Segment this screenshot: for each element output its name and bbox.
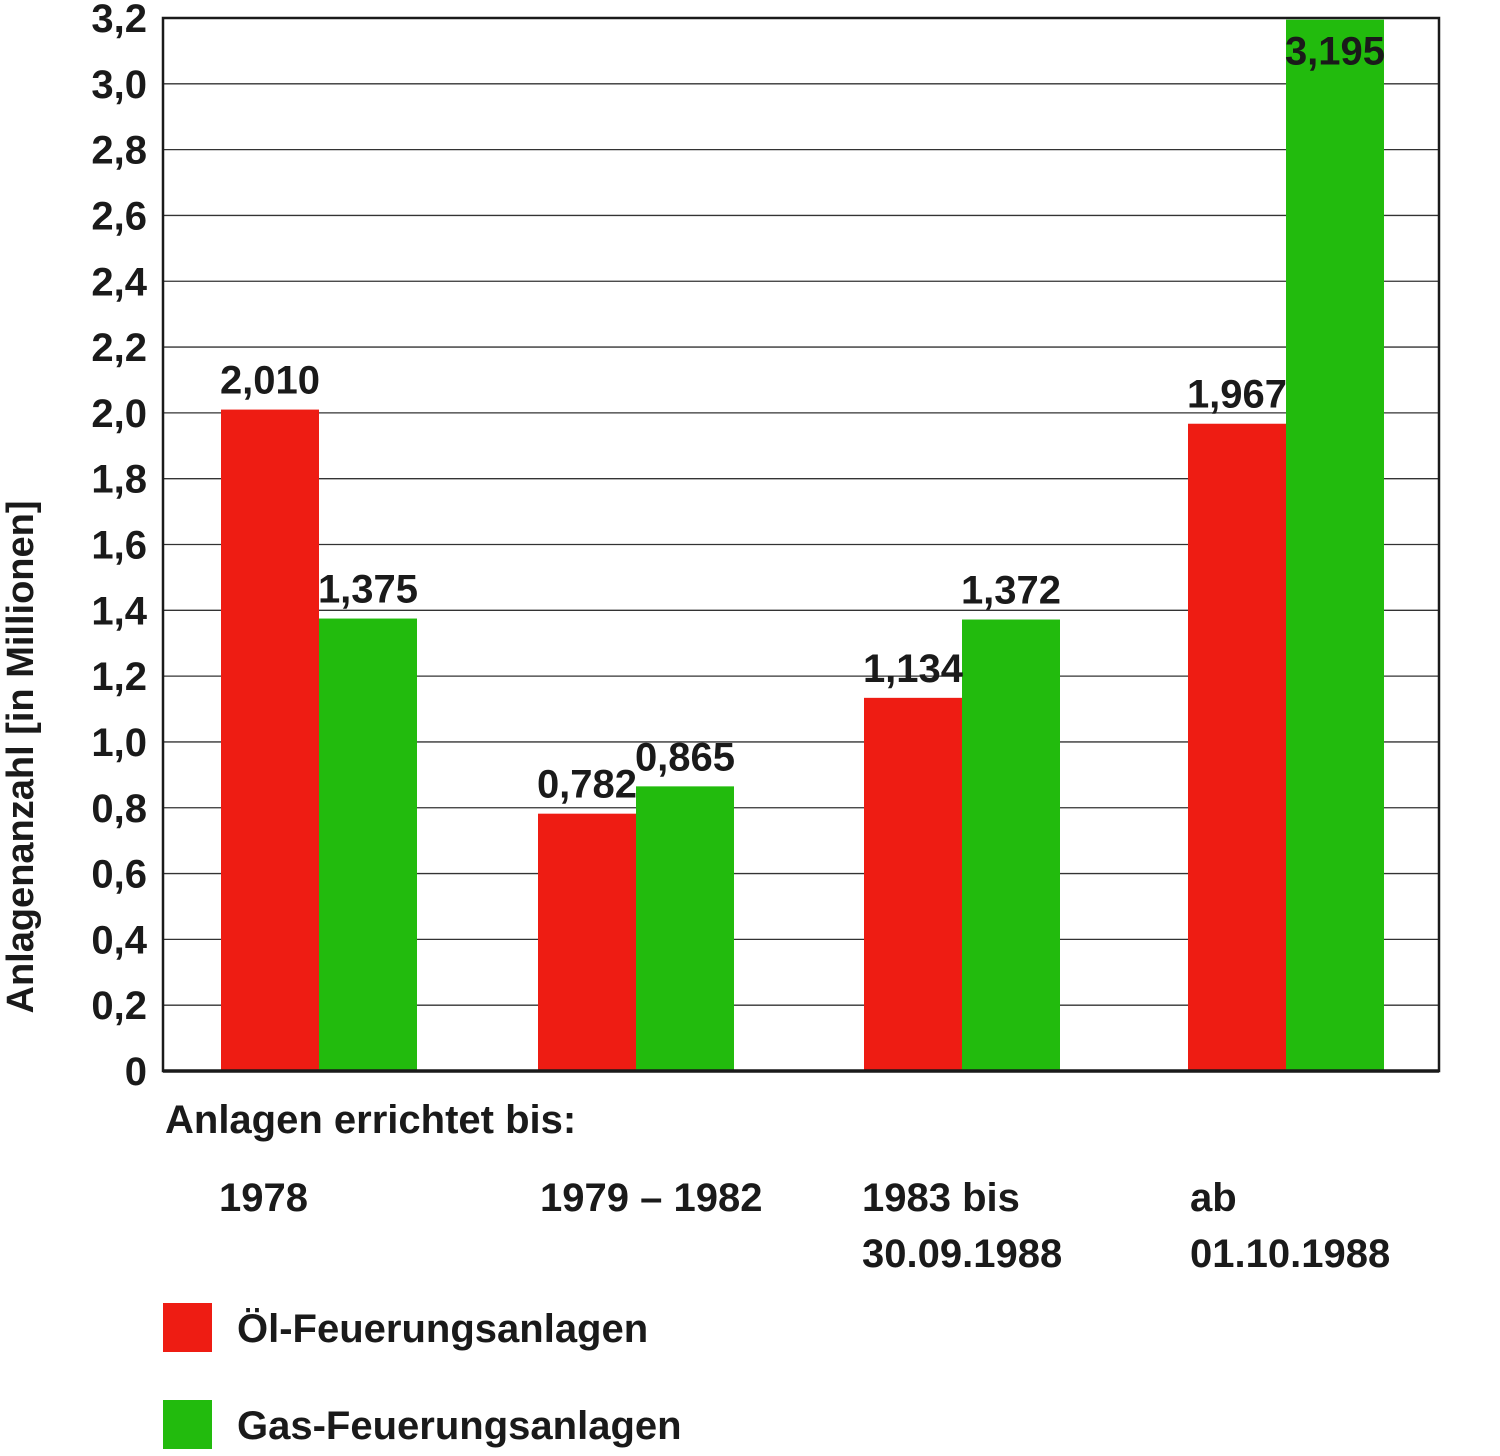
y-tick-label: 2,6 [91,194,147,238]
bar-gas-3 [1286,19,1384,1072]
y-tick-label: 1,4 [91,589,147,633]
data-label: 0,865 [635,735,735,779]
y-tick-labels: 0 0,2 0,4 0,6 0,8 1,0 1,2 1,4 1,6 1,8 2,0 2,2 2,4 2,6… [91,0,147,1090]
bars [221,19,1384,1072]
data-labels: 2,010 0,782 1,134 1,967 1,375 0,865 1,372 3,195 [220,30,1385,807]
legend-swatch-oil [163,1303,212,1352]
y-tick-label: 0 [125,1050,147,1090]
bar-gas-2 [962,619,1060,1071]
legend-label-oil: Öl-Feuerungsanlagen [237,1307,649,1351]
category-label: 1978 [219,1176,308,1220]
plot-frame [161,16,1441,1073]
data-label: 1,967 [1187,373,1287,417]
data-label: 1,372 [961,569,1061,613]
data-label: 1,375 [318,568,418,612]
bar-chart: 0 0,2 0,4 0,6 0,8 1,0 1,2 1,4 1,6 1,8 2,0 2,2 2,4 2,6… [0,0,1441,1090]
y-tick-label: 3,0 [91,63,147,107]
y-tick-label: 1,8 [91,458,147,502]
bar-oil-1 [538,813,636,1071]
legend-label-gas: Gas-Feuerungsanlagen [237,1404,682,1448]
bar-oil-0 [221,409,319,1072]
y-tick-label: 2,8 [91,129,147,173]
y-tick-label: 1,0 [91,721,147,765]
data-label: 0,782 [537,763,637,807]
y-tick-label: 0,4 [91,918,147,962]
bar-oil-3 [1188,423,1286,1071]
y-tick-label: 0,6 [91,853,147,897]
category-label: ab 01.10.1988 [1190,1176,1391,1276]
category-label: 1983 bis 30.09.1988 [862,1176,1063,1276]
y-axis-label: Anlagenanzahl [in Millionen] [0,501,42,1014]
y-tick-label: 1,2 [91,655,147,699]
bar-gas-0 [319,618,417,1071]
data-label: 2,010 [220,359,320,403]
bar-gas-1 [636,786,734,1071]
legend-swatch-gas [163,1400,212,1449]
x-axis-title: Anlagen errichtet bis: [165,1098,577,1142]
bar-oil-2 [864,697,962,1071]
y-tick-label: 2,0 [91,392,147,436]
y-tick-label: 0,8 [91,787,147,831]
y-tick-label: 3,2 [91,0,147,41]
data-label: 1,134 [863,647,964,691]
y-tick-label: 1,6 [91,524,147,568]
y-tick-label: 2,2 [91,326,147,370]
data-label: 3,195 [1285,30,1385,74]
y-tick-label: 0,2 [91,984,147,1028]
y-tick-label: 2,4 [91,260,147,304]
category-label: 1979 – 1982 [540,1176,763,1220]
